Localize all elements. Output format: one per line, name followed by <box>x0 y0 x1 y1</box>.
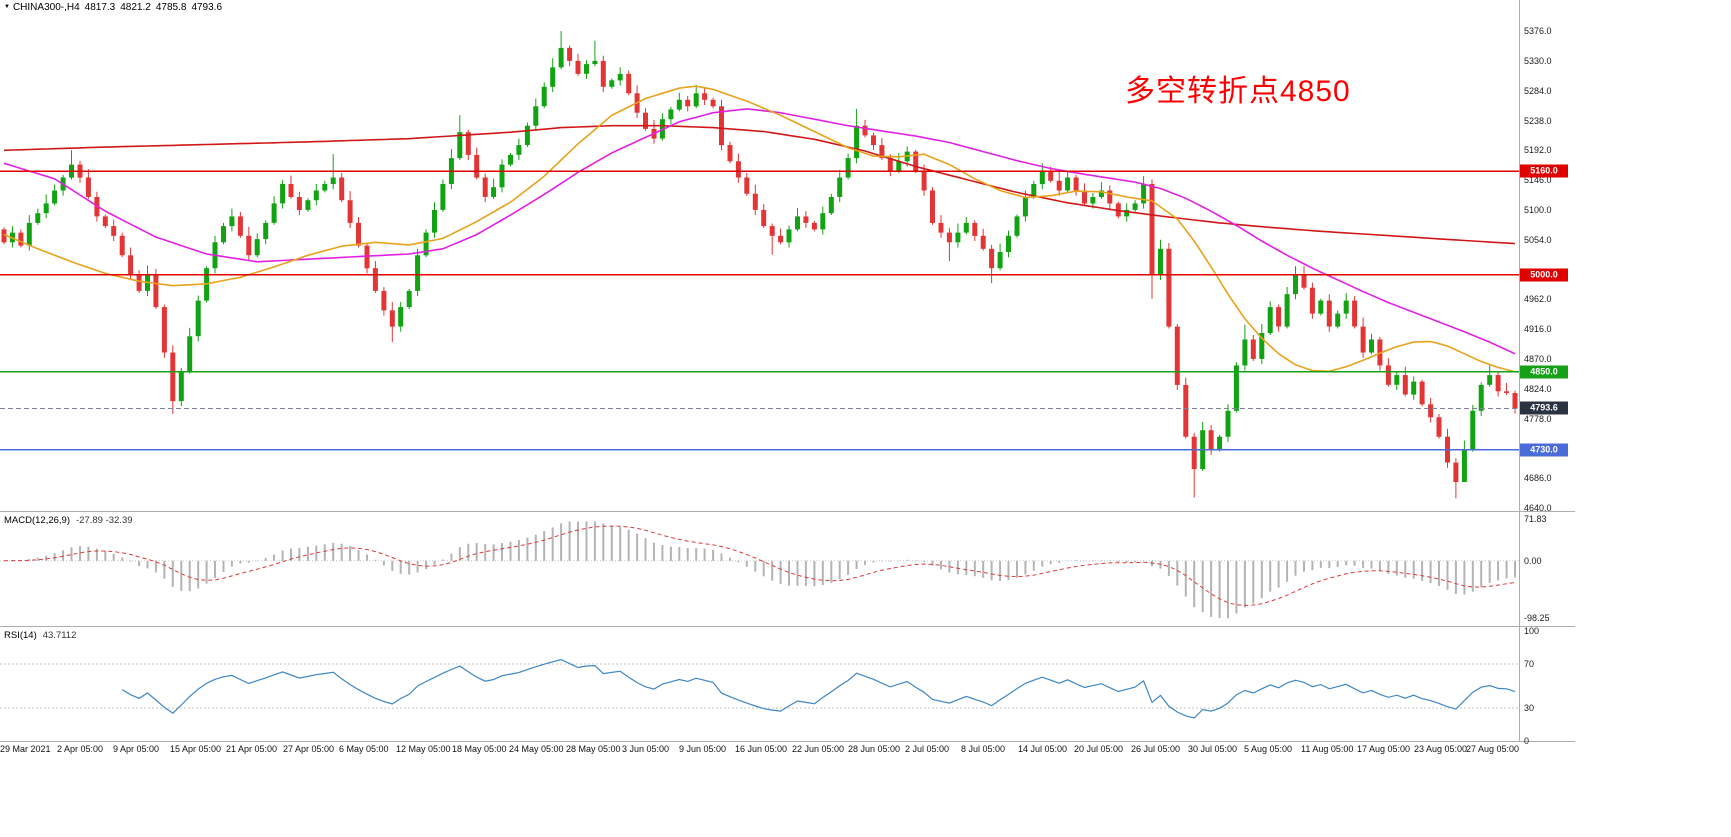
time-axis-label: 5 Aug 05:00 <box>1244 744 1293 754</box>
price-axis-label: 5238.0 <box>1524 115 1552 126</box>
time-axis-label: 3 Jun 05:00 <box>622 744 670 754</box>
time-axis-label: 15 Apr 05:00 <box>170 744 222 754</box>
time-axis-label: 11 Aug 05:00 <box>1301 744 1354 754</box>
macd-axis-label: 71.83 <box>1524 514 1547 524</box>
time-axis-label: 22 Jun 05:00 <box>792 744 845 754</box>
high-value: 4821.2 <box>120 2 151 13</box>
price-axis-label: 5192.0 <box>1524 145 1552 156</box>
rsi-label: RSI(14) 43.7112 <box>4 630 76 641</box>
rsi-chart-canvas[interactable] <box>0 627 1519 741</box>
price-axis-label: 4686.0 <box>1524 473 1552 484</box>
time-axis-label: 2 Apr 05:00 <box>57 744 104 754</box>
time-axis-label: 18 May 05:00 <box>452 744 507 754</box>
price-axis-label: 4640.0 <box>1524 503 1552 513</box>
rsi-value: 43.7112 <box>42 630 77 641</box>
price-chart-canvas[interactable] <box>0 0 1519 511</box>
time-axis-label: 8 Jul 05:00 <box>961 744 1006 754</box>
price-axis-label: 4778.0 <box>1524 413 1552 424</box>
time-axis-label: 9 Apr 05:00 <box>113 744 160 754</box>
time-axis-label: 26 Jul 05:00 <box>1131 744 1181 754</box>
price-axis-label: 5376.0 <box>1524 26 1552 37</box>
ma-slow-red <box>3 124 1516 245</box>
macd-histogram <box>3 521 1516 618</box>
levels-layer <box>0 170 1519 451</box>
macd-values: -27.89 -32.39 <box>76 515 133 526</box>
ma-fast-orange <box>3 85 1516 373</box>
level-price-badge: 4730.0 <box>1520 443 1568 457</box>
panel-separator-macd[interactable] <box>0 511 1575 512</box>
symbol-ohlc-info: ▼ CHINA300-,H4 4817.3 4821.2 4785.8 4793.6 <box>4 2 222 13</box>
current-price-badge: 4793.6 <box>1520 401 1568 415</box>
symbol-dropdown-icon[interactable]: ▼ <box>4 4 10 10</box>
macd-name: MACD(12,26,9) <box>4 515 70 526</box>
price-axis-label: 4916.0 <box>1524 324 1552 335</box>
time-axis-separator <box>0 741 1575 742</box>
time-axis-label: 28 Jun 05:00 <box>848 744 901 754</box>
time-axis-label: 14 Jul 05:00 <box>1018 744 1068 754</box>
time-axis-label: 27 Aug 05:00 <box>1465 744 1519 754</box>
time-axis-label: 24 May 05:00 <box>509 744 564 754</box>
time-axis-label: 29 Mar 2021 <box>0 744 51 754</box>
time-axis[interactable]: 29 Mar 2021 2 Apr 05:00 9 Apr 05:00 15 Apr … <box>0 744 1519 758</box>
time-axis-label: 6 May 05:00 <box>339 744 389 754</box>
rsi-axis-label: 70 <box>1524 659 1535 669</box>
level-price-badge: 5000.0 <box>1520 268 1568 282</box>
price-axis-label: 4962.0 <box>1524 294 1552 305</box>
time-axis-label: 9 Jun 05:00 <box>679 744 727 754</box>
price-axis-label: 5146.0 <box>1524 175 1552 186</box>
price-axis[interactable]: 5376.0 5330.0 5284.0 5238.0 5192.0 5146.0 5100… <box>1519 0 1575 746</box>
price-axis-label: 4870.0 <box>1524 353 1552 364</box>
price-axis-label: 4824.0 <box>1524 383 1552 394</box>
macd-chart-canvas[interactable] <box>0 512 1519 626</box>
price-axis-label: 5284.0 <box>1524 85 1552 96</box>
rsi-name: RSI(14) <box>4 630 37 641</box>
rsi-line <box>121 658 1516 719</box>
time-axis-label: 2 Jul 05:00 <box>905 744 950 754</box>
macd-signal-line <box>3 525 1516 606</box>
annotation-text: 多空转折点4850 <box>1125 75 1351 108</box>
level-price-badge: 4850.0 <box>1520 365 1568 379</box>
price-axis-separator <box>1519 0 1520 741</box>
moving-averages-layer <box>3 85 1516 373</box>
time-axis-label: 12 May 05:00 <box>396 744 451 754</box>
price-axis-label: 5330.0 <box>1524 55 1552 66</box>
time-axis-label: 17 Aug 05:00 <box>1357 744 1411 754</box>
time-axis-label: 30 Jul 05:00 <box>1188 744 1238 754</box>
price-axis-label: 5054.0 <box>1524 234 1552 245</box>
price-axis-label: 5100.0 <box>1524 204 1552 215</box>
rsi-axis-label: 0 <box>1524 736 1530 746</box>
symbol-timeframe-label: CHINA300-,H4 <box>12 2 80 13</box>
low-value: 4785.8 <box>155 2 187 13</box>
time-axis-label: 16 Jun 05:00 <box>735 744 788 754</box>
open-value: 4817.3 <box>84 2 116 13</box>
time-axis-label: 21 Apr 05:00 <box>226 744 278 754</box>
time-axis-label: 28 May 05:00 <box>566 744 621 754</box>
macd-axis-label: -98.25 <box>1524 613 1550 623</box>
level-price-badge: 5160.0 <box>1520 164 1568 178</box>
time-axis-label: 20 Jul 05:00 <box>1074 744 1124 754</box>
mt4-chart-window: ▼ CHINA300-,H4 4817.3 4821.2 4785.8 4793.6 多空… <box>0 0 1575 758</box>
rsi-axis-label: 100 <box>1524 626 1540 636</box>
time-axis-label: 23 Aug 05:00 <box>1414 744 1468 754</box>
time-axis-label: 27 Apr 05:00 <box>283 744 335 754</box>
macd-axis-label: 0.00 <box>1524 555 1542 566</box>
panel-separator-rsi[interactable] <box>0 626 1575 627</box>
chart-content: ▼ CHINA300-,H4 4817.3 4821.2 4785.8 4793.6 多空… <box>0 0 1575 758</box>
rsi-axis-label: 30 <box>1524 703 1535 713</box>
macd-label: MACD(12,26,9) -27.89 -32.39 <box>4 515 133 526</box>
ma-mid-magenta <box>3 108 1516 355</box>
close-value: 4793.6 <box>191 2 223 13</box>
